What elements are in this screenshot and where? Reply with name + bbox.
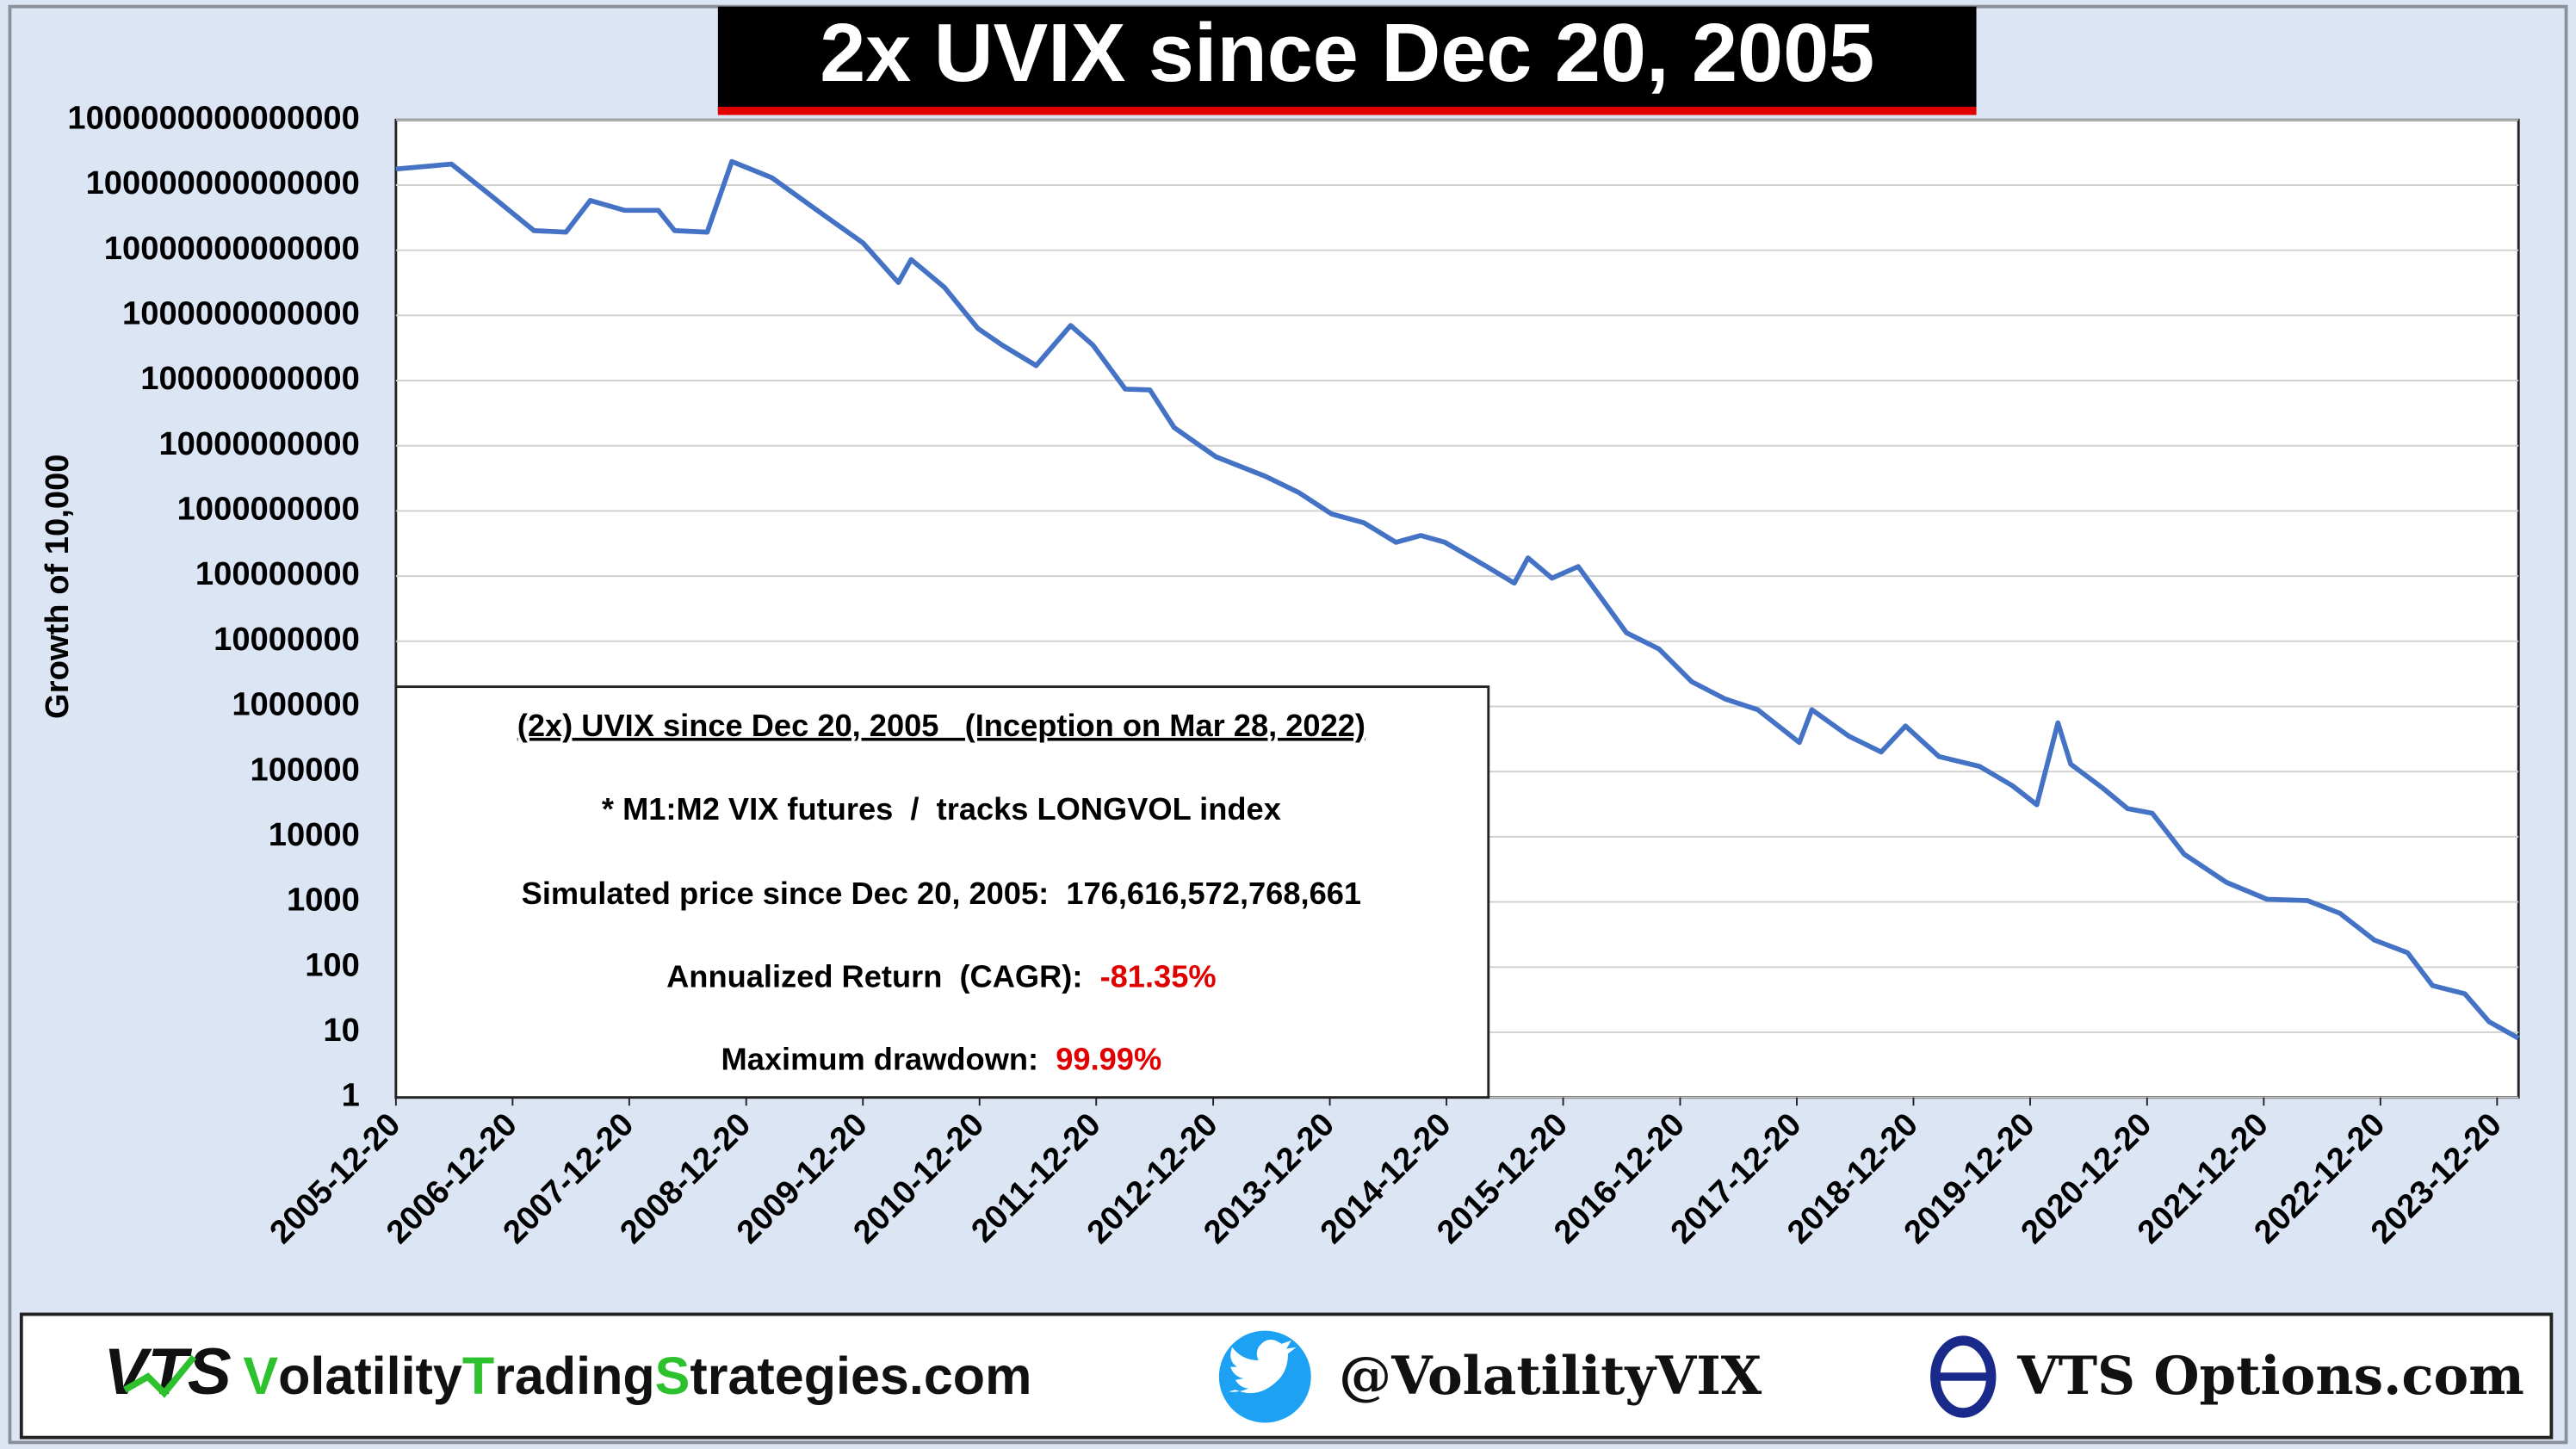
- chart-title: 2x UVIX since Dec 20, 2005: [820, 8, 1874, 99]
- info-value: 176,616,572,768,661: [1066, 876, 1361, 911]
- info-line: Annualized Return (CAGR): -81.35%: [666, 958, 1216, 994]
- y-tick-label: 100: [305, 946, 360, 983]
- footer-twitter[interactable]: @VolatilityVIX: [1339, 1346, 1762, 1407]
- y-tick-label: 10000000000: [158, 425, 359, 462]
- y-tick-label: 10000000000000: [104, 230, 360, 267]
- site-part: olatility: [278, 1347, 462, 1405]
- site-part: rading: [494, 1347, 655, 1405]
- y-tick-label: 100000000: [195, 555, 360, 592]
- y-tick-label: 1000000000000: [122, 294, 360, 331]
- twitter-bird: [1229, 1339, 1297, 1394]
- info-value: 99.99%: [1056, 1041, 1161, 1076]
- info-label: Simulated price since Dec 20, 2005:: [522, 876, 1067, 911]
- info-label: Annualized Return (CAGR):: [666, 958, 1099, 994]
- title-box: [717, 6, 1977, 112]
- y-tick-label: 1000000: [232, 686, 360, 723]
- site-part: S: [655, 1347, 690, 1405]
- y-tick-label: 1000: [287, 882, 360, 919]
- info-line: Maximum drawdown: 99.99%: [721, 1041, 1162, 1076]
- footer-site[interactable]: VolatilityTradingStrategies.com: [243, 1347, 1031, 1405]
- y-axis-label: Growth of 10,000: [39, 454, 76, 718]
- y-tick-label: 100000000000000: [86, 164, 360, 201]
- info-label: Maximum drawdown:: [721, 1041, 1056, 1076]
- info-title: (2x) UVIX since Dec 20, 2005 (Inception …: [517, 708, 1365, 743]
- site-part: T: [462, 1347, 494, 1405]
- y-tick-label: 1000000000: [177, 491, 360, 528]
- title-underline: [717, 107, 1977, 115]
- site-part: trategies.com: [690, 1347, 1031, 1405]
- info-line: Simulated price since Dec 20, 2005: 176,…: [522, 876, 1361, 911]
- series-line: [395, 158, 2520, 1041]
- logo-arrow: [123, 1354, 197, 1398]
- y-tick-label: 1: [342, 1077, 360, 1114]
- y-tick-label: 100000000000: [140, 360, 360, 397]
- footer-options[interactable]: VTS Options.com: [2016, 1346, 2524, 1407]
- footer-logo: VTS: [103, 1335, 232, 1409]
- y-tick-label: 10000000: [214, 621, 360, 658]
- info-note: * M1:M2 VIX futures / tracks LONGVOL ind…: [602, 791, 1281, 827]
- y-tick-label: 10000: [269, 816, 360, 853]
- y-tick-label: 100000: [251, 751, 360, 788]
- y-tick-label: 10: [323, 1012, 359, 1049]
- info-box: [394, 685, 1490, 1099]
- y-tick-label: 1000000000000000: [67, 99, 360, 136]
- site-part: V: [243, 1347, 278, 1405]
- info-value: -81.35%: [1100, 958, 1217, 994]
- theta-icon: [1930, 1335, 1997, 1418]
